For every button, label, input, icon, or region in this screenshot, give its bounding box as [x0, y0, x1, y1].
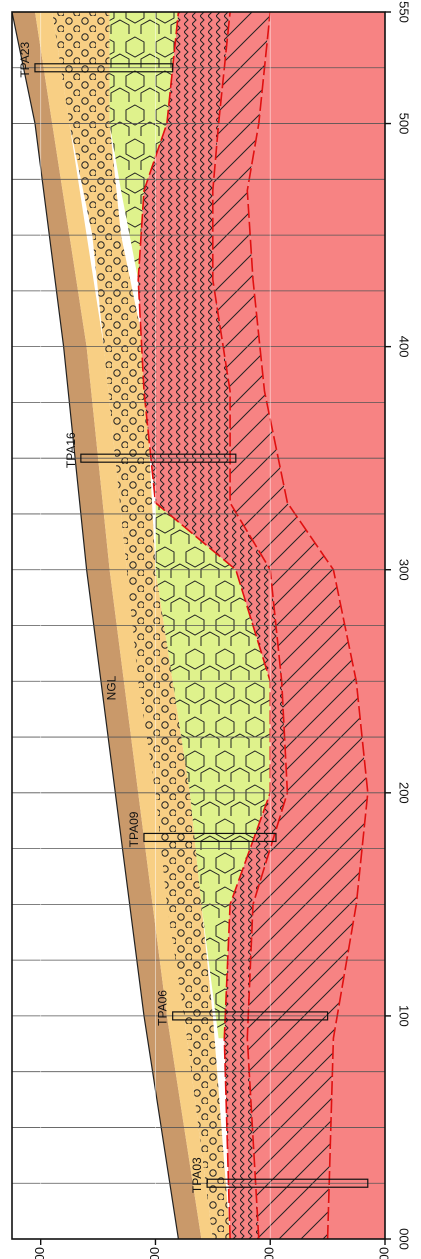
stratum-green-hexagon-pattern	[109, 12, 271, 1039]
plot-frame	[11, 11, 386, 1240]
x-tick-label: 300	[397, 559, 412, 581]
ground-level-label: NGL	[104, 675, 118, 700]
y-tick-label: 1110.00	[262, 1247, 277, 1259]
borehole-label: TPA09	[127, 811, 141, 847]
y-tick-label: 1108.00	[376, 1247, 391, 1259]
stratum-bedrock-red	[247, 12, 385, 1239]
grid-layer	[12, 12, 385, 1239]
borehole-layer: TPA03 TPA06 TPA09 TPA16 TPA23	[18, 42, 369, 1193]
stratum-hatched-red-boundary	[212, 12, 289, 1239]
borehole-label: TPA03	[190, 1157, 204, 1193]
x-tick-label: 500	[397, 113, 412, 135]
y-tick-label: 1112.00	[147, 1247, 162, 1259]
borehole-label: TPA16	[64, 432, 78, 468]
axis-layer: 000 100 200 300 400 500 550 1114.00 1112.00 1110.…	[11, 1, 412, 1259]
borehole-label: TPA23	[18, 42, 32, 78]
borehole-TPA03	[206, 1178, 369, 1188]
borehole-label: TPA06	[156, 990, 170, 1026]
borehole-TPA16	[80, 453, 237, 463]
x-tick-label: 000	[397, 1228, 412, 1250]
x-tick-label: 200	[397, 782, 412, 804]
borehole-TPA09	[143, 832, 277, 843]
y-tick-label: 1114.00	[32, 1247, 47, 1259]
x-tick-label: 400	[397, 336, 412, 358]
x-tick-label: 100	[397, 1005, 412, 1027]
x-tick-label: 550	[397, 1, 412, 23]
borehole-TPA06	[172, 1011, 329, 1021]
borehole-TPA23	[34, 63, 174, 73]
stratum-zigzag-red-pattern	[138, 12, 288, 1239]
